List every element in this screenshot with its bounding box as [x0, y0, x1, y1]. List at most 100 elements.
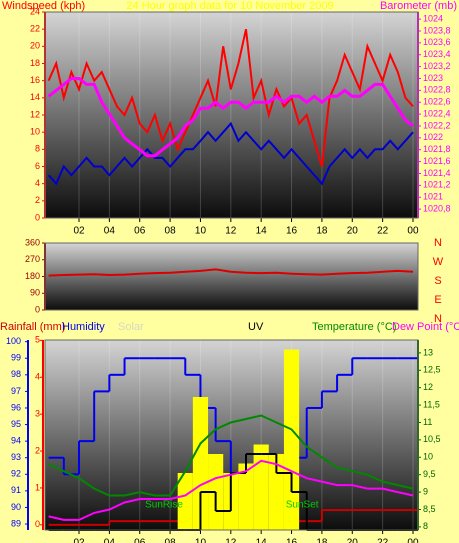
y-tick-label: 5 [35, 335, 40, 345]
y-tick-label: 9 [423, 486, 428, 496]
y-tick-label: 3 [35, 409, 40, 419]
plot-border [44, 339, 419, 531]
series-label: Solar [118, 321, 144, 333]
y-tick-label: 2 [35, 195, 40, 205]
y-tick-label: 270 [25, 254, 40, 264]
x-tick-label: 02 [73, 226, 85, 237]
axis-label: Windspeed (kph) [2, 0, 85, 12]
series-label: UV [248, 321, 264, 333]
y-tick-label: 18 [30, 58, 40, 68]
bar [238, 463, 254, 530]
plot-area [45, 243, 418, 310]
y-tick-label: 1023,8 [423, 25, 451, 35]
x-tick-label: 16 [286, 226, 298, 237]
y-tick-label: 1021,4 [423, 168, 451, 178]
y-tick-label: 10 [423, 452, 433, 462]
y-tick-label: 2 [35, 445, 40, 455]
x-tick-label: 04 [104, 538, 116, 543]
plot-border [44, 11, 419, 219]
y-tick-label: 1021,6 [423, 156, 451, 166]
series-line [48, 414, 414, 497]
direction-label: S [434, 275, 441, 287]
y-tick-label: 1021,8 [423, 144, 451, 154]
x-tick-label: 18 [316, 538, 328, 543]
y-tick-label: 24 [30, 6, 40, 16]
annotation: SunSet [286, 500, 319, 511]
y-tick-label: 1022,8 [423, 85, 451, 95]
x-tick-label: 10 [195, 538, 207, 543]
x-tick-label: 02 [73, 538, 85, 543]
series-line [48, 268, 414, 277]
series-label: Dew Point (°C) [392, 321, 459, 333]
y-tick-label: 11 [423, 417, 432, 427]
y-tick-label: 12,5 [423, 365, 441, 375]
x-tick-label: 14 [256, 538, 268, 543]
y-tick-label: 12 [30, 109, 40, 119]
y-tick-label: 1022,6 [423, 97, 451, 107]
axis-label: Barometer (mb) [380, 0, 457, 12]
y-tick-label: 4 [35, 178, 40, 188]
y-tick-label: 1023,6 [423, 37, 451, 47]
y-tick-label: 1 [35, 482, 40, 492]
series-line [47, 121, 414, 186]
x-tick-label: 08 [165, 538, 177, 543]
y-tick-label: 1021 [423, 192, 443, 202]
x-tick-label: 22 [377, 538, 389, 543]
bar [283, 349, 300, 530]
y-tick-label: 10,5 [423, 434, 441, 444]
direction-label: W [433, 256, 444, 268]
y-tick-label: 14 [30, 92, 40, 102]
bar [192, 397, 209, 530]
series-line [47, 28, 414, 167]
series-line [47, 77, 414, 158]
plot-area [45, 12, 418, 218]
series-label: Humidity [62, 321, 105, 333]
y-tick-label: 99 [11, 353, 21, 363]
y-tick-label: 360 [25, 237, 40, 247]
y-tick-label: 90 [11, 502, 21, 512]
y-tick-label: 8 [423, 521, 428, 531]
y-tick-label: 8,5 [423, 504, 436, 514]
series-label: Rainfall (mm) [0, 321, 65, 333]
x-tick-label: 00 [407, 226, 419, 237]
y-tick-label: 22 [30, 24, 40, 34]
y-tick-label: 180 [25, 271, 40, 281]
y-tick-label: 97 [11, 386, 21, 396]
bar [253, 444, 269, 530]
y-tick-label: 0 [35, 212, 40, 222]
y-tick-label: 95 [11, 419, 21, 429]
direction-label: N [434, 313, 442, 325]
y-tick-label: 96 [11, 402, 21, 412]
y-tick-label: 91 [11, 485, 21, 495]
y-tick-label: 94 [11, 436, 21, 446]
y-tick-label: 1021,2 [423, 180, 451, 190]
y-tick-label: 0 [35, 304, 40, 314]
direction-label: E [434, 294, 441, 306]
x-tick-label: 06 [134, 226, 146, 237]
x-tick-label: 18 [316, 226, 328, 237]
x-tick-label: 20 [347, 226, 359, 237]
y-tick-label: 13 [423, 347, 433, 357]
series-line [48, 459, 414, 521]
x-tick-label: 20 [347, 538, 359, 543]
y-tick-label: 1022,4 [423, 108, 451, 118]
plot-border [44, 242, 419, 311]
x-tick-label: 10 [195, 226, 207, 237]
y-tick-label: 6 [35, 161, 40, 171]
y-tick-label: 11,5 [423, 399, 440, 409]
x-tick-label: 12 [225, 538, 237, 543]
series-label: Temperature (°C) [312, 321, 396, 333]
direction-label: N [434, 237, 442, 249]
x-tick-label: 08 [165, 226, 177, 237]
x-tick-label: 16 [286, 538, 298, 543]
y-tick-label: 20 [30, 41, 40, 51]
y-tick-label: 0 [35, 519, 40, 529]
y-tick-label: 1023,4 [423, 49, 451, 59]
y-tick-label: 1023,2 [423, 61, 451, 71]
bar [177, 473, 193, 530]
y-tick-label: 1024 [423, 13, 443, 23]
y-tick-label: 12 [423, 382, 433, 392]
y-tick-label: 16 [30, 75, 40, 85]
x-tick-label: 06 [134, 538, 146, 543]
y-tick-label: 8 [35, 144, 40, 154]
